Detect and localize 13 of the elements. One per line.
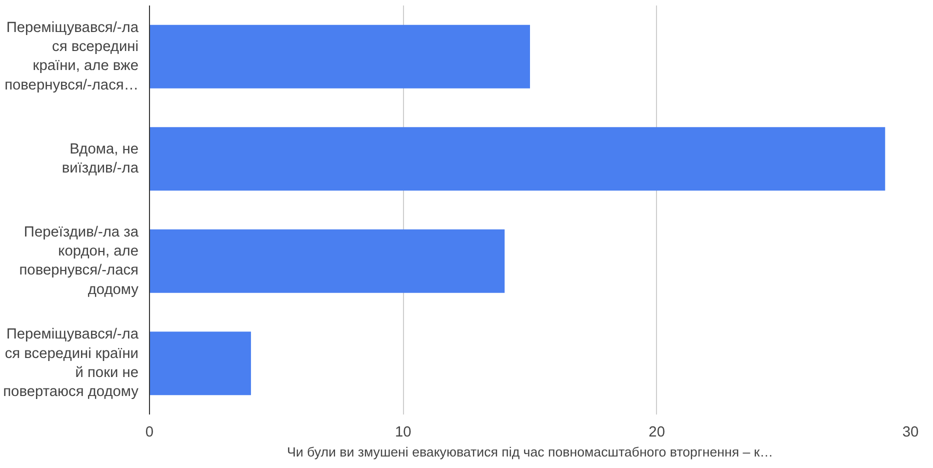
y-tick-label: Вдома, не виїздив/-ла xyxy=(62,141,140,176)
x-tick-label: 10 xyxy=(395,424,412,440)
y-tick-label: Переміщувався/-ла ся всередині країни й поки не повертаюся додому xyxy=(3,326,140,400)
bar xyxy=(150,127,886,191)
bar xyxy=(150,332,251,396)
y-tick-label: Переміщувався/-ла ся всередині країни, але вже повернувся/-лася… xyxy=(4,20,140,94)
x-tick-label: 30 xyxy=(902,424,919,440)
x-tick-label: 0 xyxy=(145,424,154,440)
x-tick-label: 20 xyxy=(648,424,665,440)
bar xyxy=(150,229,505,293)
bar xyxy=(150,24,530,88)
x-axis-title: Чи були ви змушені евакуюватися під час повномасштабного вторгнення – к… xyxy=(286,444,774,460)
y-tick-label: Переїздив/-ла за кордон, але повернувся/-лася додому xyxy=(19,224,140,298)
